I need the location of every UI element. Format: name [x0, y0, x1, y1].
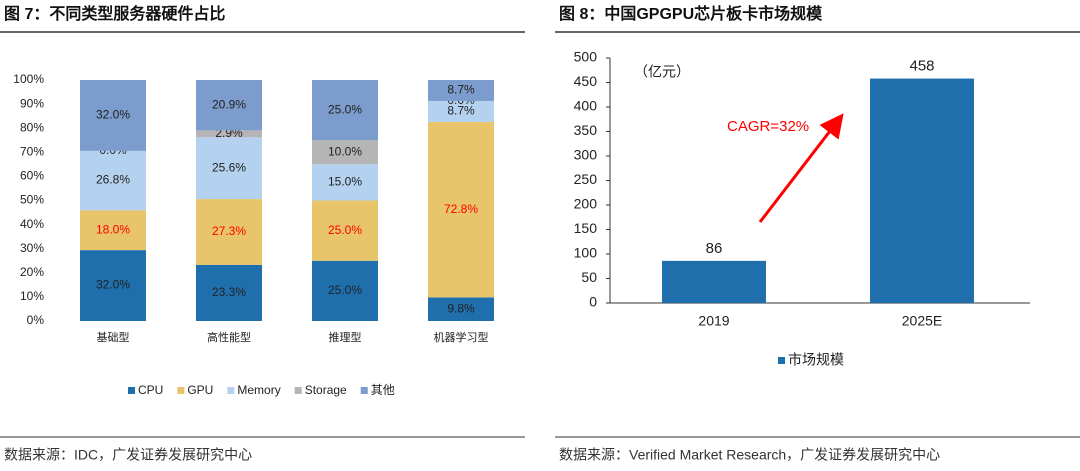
- y-tick-label: 500: [574, 49, 598, 65]
- value-label: 10.0%: [328, 144, 362, 158]
- y-tick-label: 100: [574, 245, 598, 261]
- value-label: 8.7%: [447, 83, 475, 97]
- legend-label: Storage: [305, 383, 347, 397]
- legend-swatch: [128, 387, 135, 394]
- y-tick-label: 150: [574, 220, 598, 236]
- bar-segment: [312, 140, 378, 165]
- y-tick-label: 70%: [20, 144, 44, 158]
- legend-label: GPU: [187, 383, 213, 397]
- bar-segment: [80, 80, 146, 151]
- bar-segment: [80, 210, 146, 251]
- x-tick-label: 基础型: [97, 330, 130, 344]
- legend-swatch: [177, 387, 185, 394]
- y-tick-label: 90%: [20, 96, 44, 110]
- y-tick-label: 30%: [20, 241, 44, 255]
- value-label: 25.6%: [212, 160, 246, 174]
- source-note: 数据来源：Verified Market Research，广发证券发展研究中心: [559, 447, 940, 463]
- value-label: 32.0%: [96, 278, 130, 292]
- legend-label: Memory: [237, 383, 280, 397]
- value-label: 25.0%: [328, 102, 362, 116]
- value-label: 15.0%: [328, 175, 362, 189]
- unit-label: （亿元）: [634, 64, 690, 80]
- value-label: 86: [706, 240, 723, 257]
- legend-label: 其他: [371, 383, 395, 397]
- y-tick-label: 250: [574, 171, 598, 187]
- value-label: 26.8%: [96, 173, 130, 187]
- y-tick-label: 20%: [20, 265, 44, 279]
- bar-segment: [196, 137, 262, 200]
- value-label: 72.8%: [444, 202, 478, 216]
- y-tick-label: 50: [581, 269, 597, 285]
- chart-title: 图 8：中国GPGPU芯片板卡市场规模: [559, 4, 823, 23]
- legend-label: CPU: [138, 383, 163, 397]
- legend-swatch: [227, 387, 235, 394]
- x-tick-label: 2019: [698, 313, 729, 329]
- y-tick-label: 0%: [27, 313, 45, 327]
- value-label: 8.7%: [447, 104, 475, 118]
- value-label: 458: [909, 58, 934, 75]
- y-tick-label: 50%: [20, 193, 44, 207]
- x-tick-label: 推理型: [329, 330, 362, 344]
- bar-segment: [312, 164, 378, 201]
- bar-segment: [196, 130, 262, 138]
- bar-segment: [312, 260, 378, 321]
- source-note: 数据来源：IDC，广发证券发展研究中心: [4, 447, 252, 463]
- value-label: 25.0%: [328, 283, 362, 297]
- bar-segment: [428, 80, 494, 101]
- bar-segment: [428, 297, 494, 321]
- bar-segment: [196, 264, 262, 321]
- bar-segment: [196, 80, 262, 131]
- value-label: 18.0%: [96, 222, 130, 236]
- legend-swatch: [360, 387, 368, 394]
- legend-label: 市场规模: [788, 352, 844, 368]
- x-tick-label: 高性能型: [207, 330, 251, 344]
- annotation: CAGR=32%: [727, 118, 809, 135]
- y-tick-label: 10%: [20, 289, 44, 303]
- bar-segment: [662, 260, 766, 303]
- value-label: 27.3%: [212, 224, 246, 238]
- legend-swatch: [778, 357, 785, 364]
- y-tick-label: 450: [574, 73, 598, 89]
- chart-title: 图 7：不同类型服务器硬件占比: [4, 4, 225, 23]
- y-tick-label: 400: [574, 98, 598, 114]
- bar-segment: [80, 250, 146, 321]
- value-label: 20.9%: [212, 97, 246, 111]
- bar-segment: [312, 80, 378, 141]
- y-tick-label: 300: [574, 147, 598, 163]
- x-tick-label: 2025E: [902, 313, 942, 329]
- y-tick-label: 80%: [20, 120, 44, 134]
- bar-segment: [428, 100, 494, 122]
- value-label: 25.0%: [328, 223, 362, 237]
- y-tick-label: 100%: [13, 72, 44, 86]
- value-label: 9.8%: [447, 301, 475, 315]
- y-tick-label: 200: [574, 196, 598, 212]
- cagr-arrow: [758, 113, 844, 223]
- value-label: 23.3%: [212, 285, 246, 299]
- x-tick-label: 机器学习型: [434, 330, 489, 344]
- bar-segment: [428, 121, 494, 298]
- bar-segment: [870, 78, 974, 303]
- y-tick-label: 60%: [20, 169, 44, 183]
- y-tick-label: 0: [589, 294, 597, 310]
- bar-segment: [196, 199, 262, 265]
- legend-swatch: [294, 387, 302, 394]
- bar-segment: [80, 150, 146, 211]
- y-tick-label: 40%: [20, 217, 44, 231]
- y-tick-label: 350: [574, 122, 598, 138]
- bar-segment: [312, 200, 378, 261]
- value-label: 32.0%: [96, 108, 130, 122]
